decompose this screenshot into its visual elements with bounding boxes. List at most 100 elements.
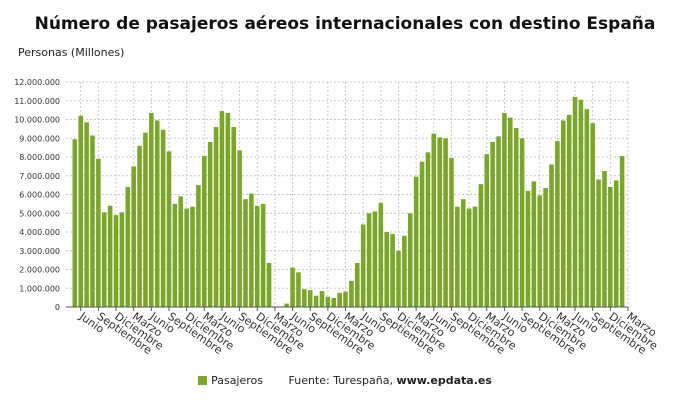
- bar: [201, 156, 207, 307]
- legend-swatch: [198, 376, 208, 385]
- bar: [531, 181, 537, 307]
- bar: [196, 185, 201, 307]
- y-tick-label: 8.000.000: [19, 153, 60, 162]
- bar: [331, 298, 337, 307]
- bar: [496, 136, 501, 307]
- y-tick-label: 9.000.000: [19, 134, 60, 143]
- bar: [596, 179, 601, 307]
- bar: [190, 206, 195, 307]
- bar: [166, 151, 172, 307]
- bar: [113, 215, 119, 307]
- bar: [466, 208, 472, 307]
- y-tick-label: 1.000.000: [19, 284, 60, 293]
- bar: [355, 262, 360, 307]
- bar: [78, 115, 84, 307]
- bar: [307, 290, 313, 307]
- bar: [437, 137, 442, 307]
- bar: [125, 187, 131, 307]
- legend-label: Pasajeros: [211, 374, 263, 387]
- bar: [266, 262, 272, 307]
- bar: [313, 295, 319, 307]
- bar: [519, 138, 525, 307]
- bar: [555, 141, 560, 307]
- bar: [413, 176, 419, 307]
- bar: [390, 233, 395, 307]
- bar: [490, 142, 495, 307]
- bar: [572, 97, 578, 307]
- bar: [472, 206, 478, 307]
- source-site: www.epdata.es: [396, 374, 492, 387]
- bar: [449, 157, 454, 307]
- y-tick-label: 4.000.000: [19, 228, 60, 237]
- bar: [101, 212, 107, 307]
- bar: [407, 213, 413, 307]
- bar: [90, 135, 95, 307]
- bar: [96, 158, 101, 307]
- bar: [213, 127, 219, 307]
- bar: [325, 296, 331, 307]
- bar: [119, 212, 125, 307]
- bar: [578, 99, 584, 307]
- bar: [372, 211, 378, 307]
- bar: [154, 120, 160, 307]
- bar: [160, 129, 166, 307]
- bar: [378, 202, 384, 307]
- bar: [296, 272, 301, 307]
- bar: [431, 133, 437, 307]
- bar: [484, 154, 490, 307]
- bar: [254, 205, 260, 307]
- bar: [231, 127, 237, 307]
- y-tick-label: 10.000.000: [14, 116, 60, 125]
- y-tick-label: 11.000.000: [14, 97, 60, 106]
- bar: [84, 122, 89, 307]
- y-tick-label: 2.000.000: [19, 266, 60, 275]
- bar: [172, 203, 178, 307]
- bar: [584, 109, 590, 307]
- bar: [284, 303, 289, 307]
- bar: [243, 199, 248, 307]
- bar: [366, 213, 372, 307]
- bar: [419, 161, 425, 307]
- bar: [219, 111, 225, 307]
- bar: [608, 187, 613, 307]
- bar: [613, 180, 619, 307]
- bar: [543, 187, 548, 307]
- bar: [560, 120, 566, 307]
- bar: [107, 205, 113, 307]
- bar: [396, 250, 401, 307]
- bar: [137, 145, 142, 307]
- bar: [549, 164, 554, 307]
- bar: [260, 203, 266, 307]
- bar: [349, 280, 354, 307]
- bar: [566, 114, 572, 307]
- bar: [290, 267, 295, 307]
- y-tick-label: 0: [55, 303, 60, 312]
- y-tick-label: 12.000.000: [14, 78, 60, 87]
- bar: [525, 190, 531, 307]
- y-tick-label: 3.000.000: [19, 247, 60, 256]
- bar: [249, 193, 254, 307]
- y-tick-label: 6.000.000: [19, 191, 60, 200]
- bar: [384, 232, 390, 307]
- bar: [590, 123, 595, 307]
- bar: [237, 150, 242, 307]
- bar: [184, 208, 189, 307]
- bar: [72, 139, 78, 307]
- bar: [619, 156, 625, 307]
- y-tick-label: 7.000.000: [19, 172, 60, 181]
- bar: [425, 152, 431, 307]
- bar: [143, 132, 148, 307]
- bar: [337, 292, 342, 307]
- bar: [602, 171, 607, 307]
- bar: [537, 195, 543, 307]
- bar: [443, 138, 448, 307]
- bar: [502, 112, 507, 307]
- legend: Pasajeros Fuente: Turespaña, www.epdata.…: [0, 374, 690, 387]
- y-tick-label: 5.000.000: [19, 209, 60, 218]
- bar: [343, 291, 348, 307]
- bar: [508, 117, 513, 307]
- bar: [460, 199, 466, 307]
- source-note: Fuente: Turespaña, www.epdata.es: [289, 374, 492, 387]
- bar: [478, 184, 484, 307]
